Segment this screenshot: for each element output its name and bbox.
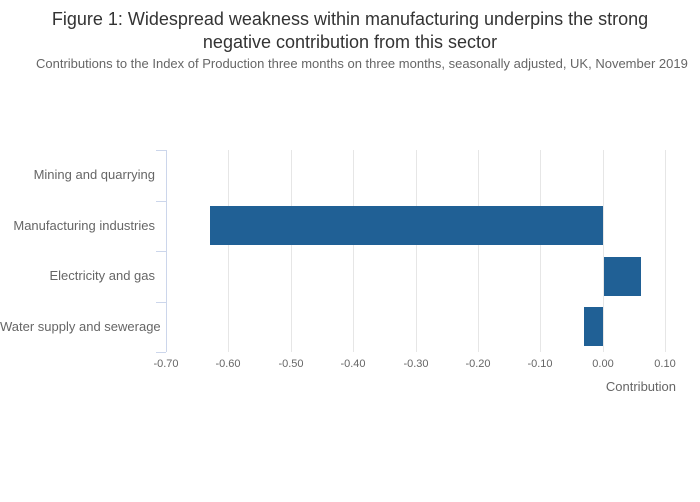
x-tick-label: -0.50 [278,358,304,370]
gridline [290,150,292,352]
y-axis-tick [156,150,166,151]
x-axis-title: Contribution [605,379,676,394]
chart-title: Figure 1: Widespread weakness within man… [51,9,649,52]
category-label: Electricity and gas [49,268,156,283]
x-tick-label: -0.40 [340,358,366,370]
x-tick-label: -0.60 [215,358,241,370]
gridline [665,150,666,352]
bar-water-supply-and-sewerage [584,307,603,346]
y-axis-tick [156,352,166,353]
y-axis-tick [156,302,166,303]
bar-electricity-and-gas [604,257,641,296]
gridline [228,150,230,352]
gridline [602,150,604,352]
gridline [353,150,355,352]
x-tick-label: -0.70 [153,358,179,370]
gridline [415,150,417,352]
x-tick-label: 0.10 [654,358,676,370]
x-tick-label: -0.20 [465,358,491,370]
chart-subtitle: Contributions to the Index of Production… [36,56,688,71]
y-axis-line [166,150,167,352]
x-tick-label: 0.00 [592,358,614,370]
x-tick-label: -0.30 [403,358,429,370]
gridline [540,150,542,352]
category-label: Water supply and sewerage [0,319,161,334]
category-label: Manufacturing industries [13,218,155,233]
y-axis-tick [156,251,166,252]
x-tick-label: -0.10 [527,358,553,370]
bar-manufacturing-industries [210,206,603,245]
category-label: Mining and quarrying [33,167,155,182]
plot-area [156,150,676,353]
gridline [477,150,479,352]
y-axis-tick [156,201,166,202]
